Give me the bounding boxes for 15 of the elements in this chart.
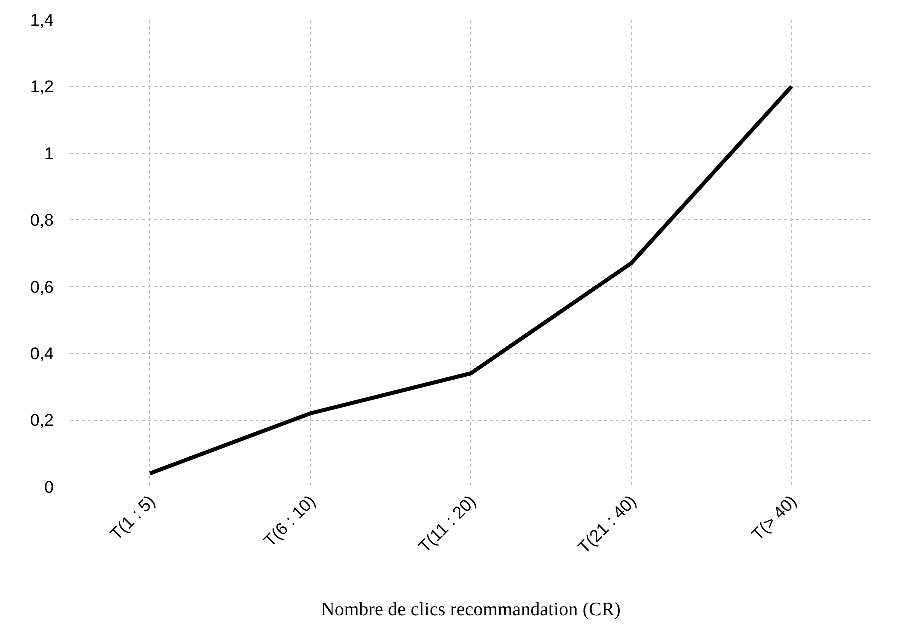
x-axis-title: Nombre de clics recommandation (CR) — [321, 599, 621, 620]
y-tick-label: 0,2 — [30, 411, 54, 430]
x-tick-label: T(6 : 10) — [260, 492, 320, 551]
y-tick-label: 0,8 — [30, 211, 54, 230]
y-tick-label: 0 — [44, 478, 54, 497]
line-series — [148, 84, 794, 476]
x-tick-label: T(11 : 20) — [415, 492, 480, 557]
x-tick-label: T(21 : 40) — [574, 492, 640, 558]
y-tick-label: 1,2 — [30, 78, 54, 97]
x-tick-label: T(> 40) — [748, 492, 801, 544]
y-tick-label: 1,4 — [30, 10, 54, 30]
x-tick-label: T(1 : 5) — [106, 492, 160, 544]
y-tick-label: 1 — [44, 144, 54, 164]
y-tick-label: 0,6 — [30, 278, 54, 297]
y-tick-label: 0,4 — [30, 344, 54, 364]
